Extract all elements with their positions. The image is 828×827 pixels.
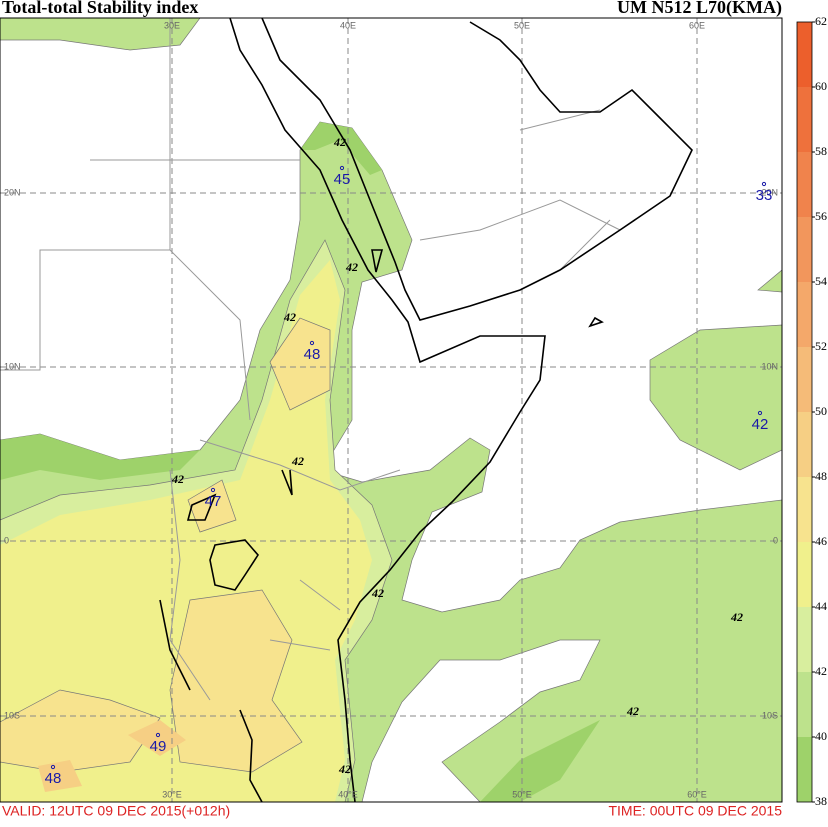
colorbar-label: 58 xyxy=(815,144,827,158)
colorbar-band xyxy=(797,217,812,282)
point-marker xyxy=(339,165,345,171)
colorbar-label: 40 xyxy=(815,729,827,743)
colorbar-label: 46 xyxy=(815,534,827,548)
model-name: UM N512 L70(KMA) xyxy=(617,0,782,18)
shade-46 xyxy=(0,317,331,773)
borders xyxy=(0,18,621,701)
point-value: 47 xyxy=(205,493,222,510)
colorbar-label: 52 xyxy=(815,339,827,353)
colorbar-label: 42 xyxy=(815,664,827,678)
shade-48 xyxy=(38,720,186,792)
colorbar-band xyxy=(797,607,812,672)
map xyxy=(0,18,782,802)
point-marker xyxy=(761,181,767,187)
shade-38 xyxy=(0,122,600,802)
colorbar-label: 50 xyxy=(815,404,827,418)
colorbar-label: 54 xyxy=(815,274,827,288)
colorbar-band xyxy=(797,87,812,152)
init-time: TIME: 00UTC 09 DEC 2015 xyxy=(608,803,782,819)
contour-label: 42 xyxy=(171,472,184,486)
colorbar-label: 60 xyxy=(815,79,827,93)
overlay: 30E 40E 50E 60E 30°E 40°E 50°E 60°E 20N 20N 10N 10N… xyxy=(4,14,827,808)
contour-label: 42 xyxy=(283,310,296,324)
contour-label: 42 xyxy=(371,586,384,600)
colorbar-band xyxy=(797,672,812,737)
contour-label: 42 xyxy=(345,260,358,274)
point-value: 42 xyxy=(752,416,769,433)
lon-label: 60E xyxy=(689,20,705,30)
colorbar-label: 38 xyxy=(815,794,827,808)
colorbar-label: 48 xyxy=(815,469,827,483)
point-marker xyxy=(757,410,763,416)
colorbar-label: 62 xyxy=(815,14,827,28)
point-marker xyxy=(210,487,216,493)
lat-label: 10N xyxy=(761,361,778,371)
colorbar-band xyxy=(797,347,812,412)
lat-label: 10N xyxy=(4,361,21,371)
colorbar-label: 44 xyxy=(815,599,827,613)
colorbar-band xyxy=(797,737,812,802)
title: Total-total Stability index xyxy=(2,0,198,17)
lat-label: 20N xyxy=(4,187,21,197)
grid-lines xyxy=(0,18,782,802)
colorbar-label: 56 xyxy=(815,209,827,223)
coastlines xyxy=(159,18,693,802)
point-value: 49 xyxy=(150,738,167,755)
point-value: 48 xyxy=(45,770,62,787)
point-value: 48 xyxy=(304,346,321,363)
colorbar-band xyxy=(797,412,812,477)
lat-label: 10S xyxy=(4,710,20,720)
colorbar-band xyxy=(797,282,812,347)
colorbar-band xyxy=(797,477,812,542)
map-frame xyxy=(0,17,783,803)
lat-label: 0 xyxy=(773,535,778,545)
point-value: 33 xyxy=(756,187,773,204)
point-marker xyxy=(155,732,161,738)
contour-label: 42 xyxy=(338,762,351,776)
lon-label: 50E xyxy=(514,20,530,30)
lon-label: 50°E xyxy=(512,789,532,799)
lat-label: 10S xyxy=(762,710,778,720)
colorbar-band xyxy=(797,22,812,87)
colorbar-band xyxy=(797,542,812,607)
point-value: 45 xyxy=(334,171,351,188)
lon-label: 60°E xyxy=(687,789,707,799)
lat-label: 0 xyxy=(4,535,9,545)
point-marker xyxy=(50,764,56,770)
lon-label: 40°E xyxy=(338,789,358,799)
point-marker xyxy=(309,340,315,346)
contour-label: 42 xyxy=(626,704,639,718)
contour-label: 42 xyxy=(291,454,304,468)
contour-label: 42 xyxy=(730,610,743,624)
contour-label: 42 xyxy=(333,135,346,149)
lon-label: 40E xyxy=(340,20,356,30)
lon-label: 30°E xyxy=(162,789,182,799)
colorbar-band xyxy=(797,152,812,217)
lon-label: 30E xyxy=(164,20,180,30)
valid-time: VALID: 12UTC 09 DEC 2015(+012h) xyxy=(2,803,230,819)
lat-label: 20N xyxy=(761,187,778,197)
